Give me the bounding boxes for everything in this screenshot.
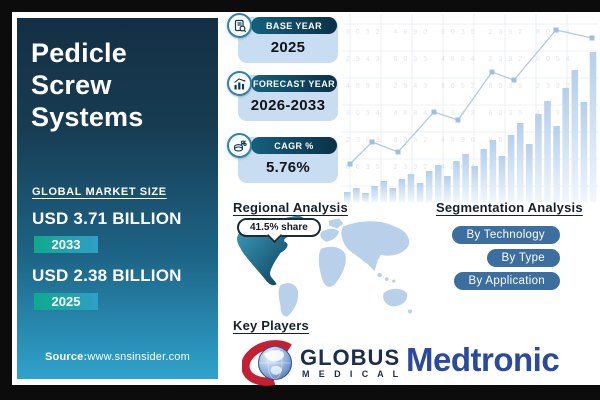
stat-label-forecast-year: FORECAST YEAR (251, 75, 337, 92)
title-panel: Pedicle Screw Systems GLOBAL MARKET SIZE… (17, 18, 218, 379)
map-continents (278, 218, 412, 317)
by-technology-button[interactable]: By Technology (451, 226, 560, 244)
region-share-callout: 41.5% share (237, 218, 321, 237)
svg-text:8054 4884 2943 6035 4890: 8054 4884 2943 6035 4890 (346, 110, 576, 117)
key-players-heading: Key Players (233, 318, 309, 333)
decorative-bar-chart: 8052 4890 6035 2392 8054 2943 6035 4884 2… (342, 14, 598, 202)
svg-text:4890 2943 8052 6035 2392: 4890 2943 8052 6035 2392 (346, 83, 576, 90)
source-label: Source: (45, 351, 88, 363)
svg-text:2943 6035 4884 2392 8054: 2943 6035 4884 2392 8054 (346, 56, 576, 63)
regional-analysis-heading: Regional Analysis (233, 200, 348, 215)
svg-text:8052 4890 6035 2392 8054: 8052 4890 6035 2392 8054 (346, 29, 576, 36)
market-value-2025: USD 2.38 BILLION (32, 266, 182, 285)
by-type-button[interactable]: By Type (486, 249, 560, 267)
globe-icon (258, 346, 292, 380)
market-size-block: GLOBAL MARKET SIZE USD 3.71 BILLION 2033… (32, 186, 212, 312)
globus-medical-logo: GLOBUS M E D I C A L (242, 340, 402, 386)
stat-value-forecast-year: 2026-2033 (250, 97, 326, 114)
svg-text:2392 8052 4890 8054 2943: 2392 8052 4890 8054 2943 (346, 137, 576, 144)
stat-label-base-year: BASE YEAR (251, 17, 337, 34)
bar-chart-icon (227, 71, 252, 96)
by-application-button[interactable]: By Application (453, 272, 560, 290)
year-badge-2025: 2025 (34, 293, 98, 310)
stat-label-cagr: CAGR % (251, 137, 337, 154)
stat-card-forecast-year: FORECAST YEAR 2026-2033 (227, 71, 338, 121)
segmentation-analysis-heading: Segmentation Analysis (436, 200, 583, 215)
stat-value-cagr: 5.76% (265, 159, 311, 176)
year-badge-2033: 2033 (34, 236, 98, 253)
stat-card-base-year: BASE YEAR 2025 (227, 13, 338, 63)
globus-swoosh-icon (242, 340, 301, 386)
coin-percent-icon (227, 133, 252, 158)
source-line: Source:www.snsinsider.com (17, 351, 218, 363)
stat-value-base-year: 2025 (270, 39, 306, 56)
stat-card-cagr: CAGR % 5.76% (227, 133, 338, 183)
source-url: www.snsinsider.com (87, 351, 190, 363)
globus-medical-wordmark: M E D I C A L (302, 369, 402, 379)
document-search-icon (227, 13, 252, 38)
market-value-2033: USD 3.71 BILLION (32, 209, 182, 228)
content-card: 8052 4890 6035 2392 8054 2943 6035 4884 2… (12, 12, 600, 386)
globus-wordmark: GLOBUS (300, 345, 400, 370)
segmentation-buttons: By Technology By Type By Application (451, 226, 560, 290)
page-title: Pedicle Screw Systems (31, 38, 144, 132)
market-size-heading: GLOBAL MARKET SIZE (32, 186, 167, 198)
world-map (237, 215, 412, 317)
medtronic-logo: Medtronic (406, 341, 560, 378)
